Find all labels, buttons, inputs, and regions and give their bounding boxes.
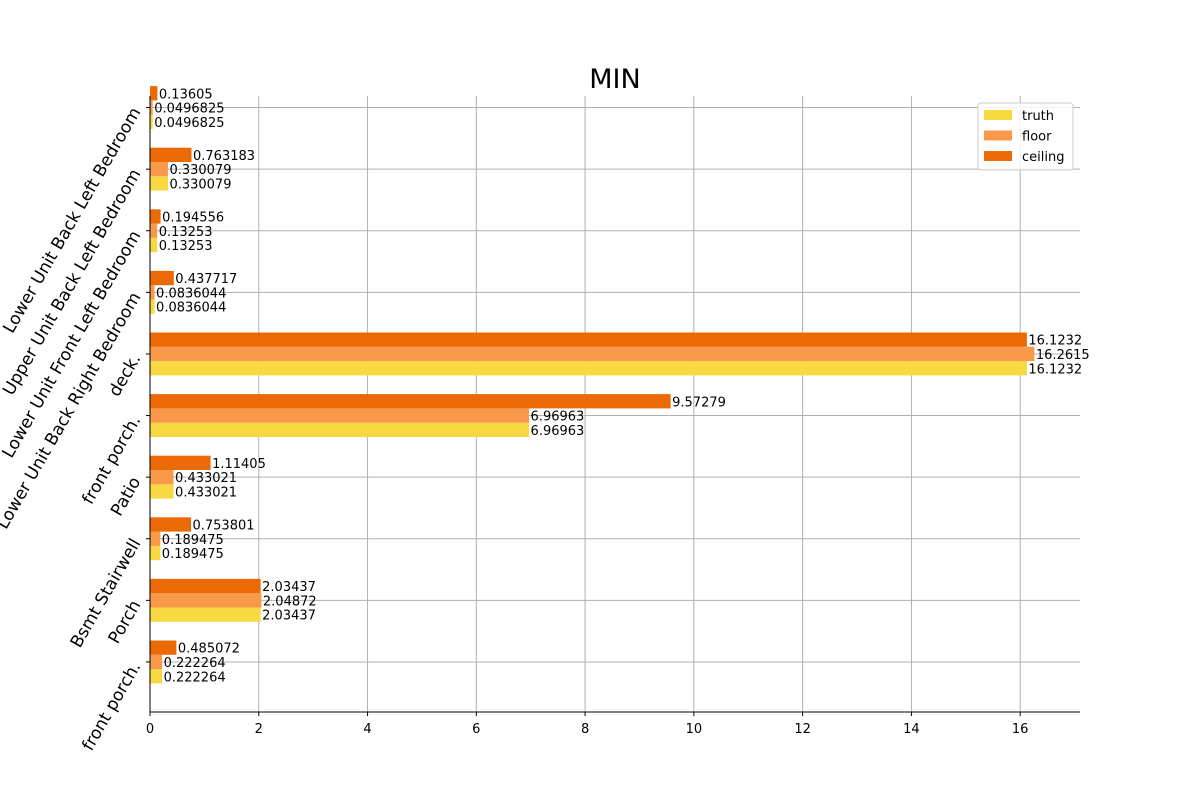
data-label-ceiling: 0.437717: [175, 272, 237, 287]
data-label-truth: 6.96963: [531, 424, 585, 439]
bar-truth: [150, 176, 168, 191]
data-label-floor: 0.0836044: [156, 286, 226, 301]
bar-ceiling: [150, 394, 671, 409]
legend-swatch-floor: [984, 130, 1012, 141]
bar-ceiling: [150, 332, 1027, 347]
bar-ceiling: [150, 86, 158, 101]
x-tick-label: 12: [794, 722, 811, 737]
data-label-floor: 0.433021: [175, 471, 237, 486]
data-label-ceiling: 0.753801: [192, 518, 254, 533]
data-label-floor: 0.13253: [159, 225, 213, 240]
legend-swatch-ceiling: [984, 151, 1012, 161]
data-label-truth: 0.0496825: [154, 116, 224, 131]
bar-floor: [150, 162, 168, 177]
bar-truth: [150, 545, 161, 561]
x-tick-label: 8: [581, 722, 589, 737]
bar-floor: [150, 100, 153, 115]
bar-floor: [150, 593, 262, 608]
x-tick-label: 2: [255, 722, 263, 737]
x-tick-label: 0: [146, 722, 154, 737]
data-label-truth: 0.222264: [164, 670, 226, 685]
data-label-ceiling: 9.57279: [672, 395, 726, 410]
data-label-truth: 16.1232: [1028, 362, 1082, 377]
bar-truth: [150, 607, 261, 622]
bar-floor: [150, 346, 1035, 362]
data-label-floor: 0.0496825: [154, 102, 224, 117]
data-label-ceiling: 0.13605: [159, 87, 213, 102]
data-label-floor: 0.222264: [164, 656, 226, 671]
bar-floor: [150, 654, 163, 670]
bar-truth: [150, 237, 158, 253]
data-label-ceiling: 0.194556: [162, 210, 224, 225]
x-tick-label: 6: [472, 722, 480, 737]
data-label-ceiling: 0.763183: [193, 149, 255, 164]
bar-floor: [150, 531, 161, 546]
bar-truth: [150, 361, 1027, 376]
data-label-truth: 0.189475: [162, 547, 224, 562]
data-label-floor: 6.96963: [531, 410, 585, 425]
data-label-floor: 0.330079: [169, 163, 231, 178]
bars-layer: [150, 86, 1035, 684]
bar-floor: [150, 470, 174, 485]
legend: truth floor ceiling: [977, 102, 1074, 171]
bar-ceiling: [150, 455, 211, 470]
data-label-truth: 2.03437: [262, 609, 316, 624]
data-label-truth: 0.0836044: [156, 301, 226, 316]
legend-swatch-truth: [984, 110, 1012, 120]
bar-ceiling: [150, 640, 177, 655]
bar-truth: [150, 484, 174, 499]
data-label-floor: 16.2615: [1036, 348, 1090, 363]
category-label: Patio: [107, 474, 145, 520]
bar-truth: [150, 114, 153, 129]
data-label-ceiling: 16.1232: [1028, 334, 1082, 349]
bar-ceiling: [150, 147, 192, 162]
data-label-ceiling: 0.485072: [178, 642, 240, 657]
data-label-truth: 0.433021: [175, 485, 237, 500]
data-label-ceiling: 2.03437: [262, 580, 316, 595]
bar-floor: [150, 223, 158, 238]
bar-ceiling: [150, 270, 174, 286]
category-label: front porch.: [78, 658, 145, 754]
x-tick-label: 16: [1012, 722, 1029, 737]
bar-ceiling: [150, 517, 191, 532]
data-label-truth: 0.330079: [169, 177, 231, 192]
data-label-ceiling: 1.11405: [212, 457, 266, 472]
legend-label-ceiling: ceiling: [1022, 150, 1064, 165]
x-tick-label: 14: [903, 722, 920, 737]
bar-ceiling: [150, 209, 161, 224]
data-label-floor: 0.189475: [162, 533, 224, 548]
data-label-truth: 0.13253: [159, 239, 213, 254]
legend-label-floor: floor: [1022, 130, 1052, 145]
x-tick-label: 4: [363, 722, 371, 737]
bar-truth: [150, 669, 163, 684]
x-tick-label: 10: [686, 722, 703, 737]
bar-truth: [150, 422, 530, 437]
legend-label-truth: truth: [1022, 109, 1054, 124]
data-labels-layer: 0.0496825 0.330079 0.13253 0.0836044 16.1232…: [154, 87, 1089, 685]
data-label-floor: 2.04872: [263, 594, 317, 609]
bar-floor: [150, 285, 155, 300]
bar-floor: [150, 408, 530, 423]
bar-ceiling: [150, 578, 261, 594]
bar-truth: [150, 299, 155, 314]
chart-title: MIN: [589, 64, 640, 95]
